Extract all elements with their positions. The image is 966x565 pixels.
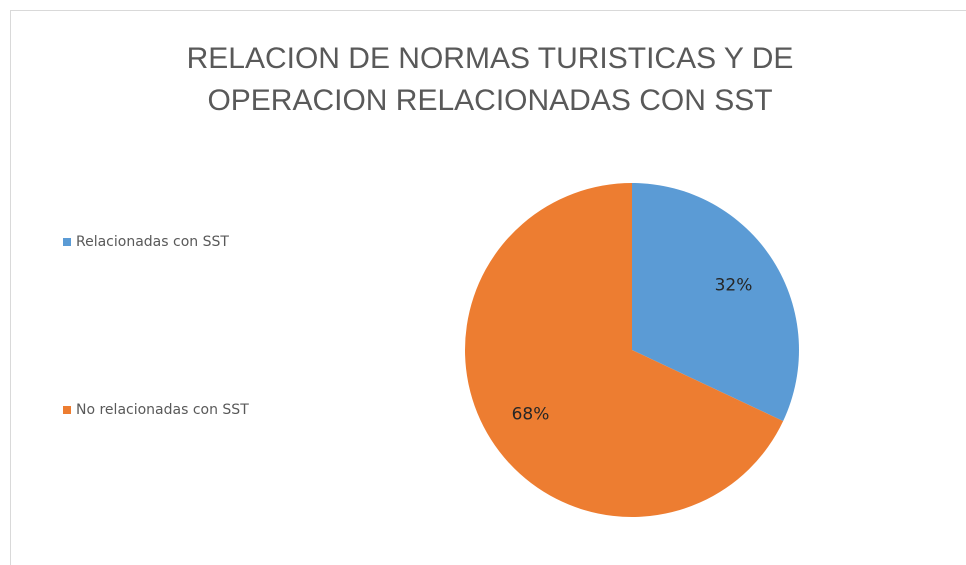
chart-title: RELACION DE NORMAS TURISTICAS Y DE xyxy=(187,42,794,75)
data-label: 68% xyxy=(512,404,550,424)
pie-slice xyxy=(465,183,784,517)
pie-slice xyxy=(632,183,799,422)
legend-swatch xyxy=(63,238,71,246)
legend-label: No relacionadas con SST xyxy=(76,402,249,418)
legend-label: Relacionadas con SST xyxy=(76,234,229,250)
legend-swatch xyxy=(63,406,71,414)
data-label: 32% xyxy=(715,276,753,296)
chart-title: OPERACION RELACIONADAS CON SST xyxy=(207,84,772,117)
